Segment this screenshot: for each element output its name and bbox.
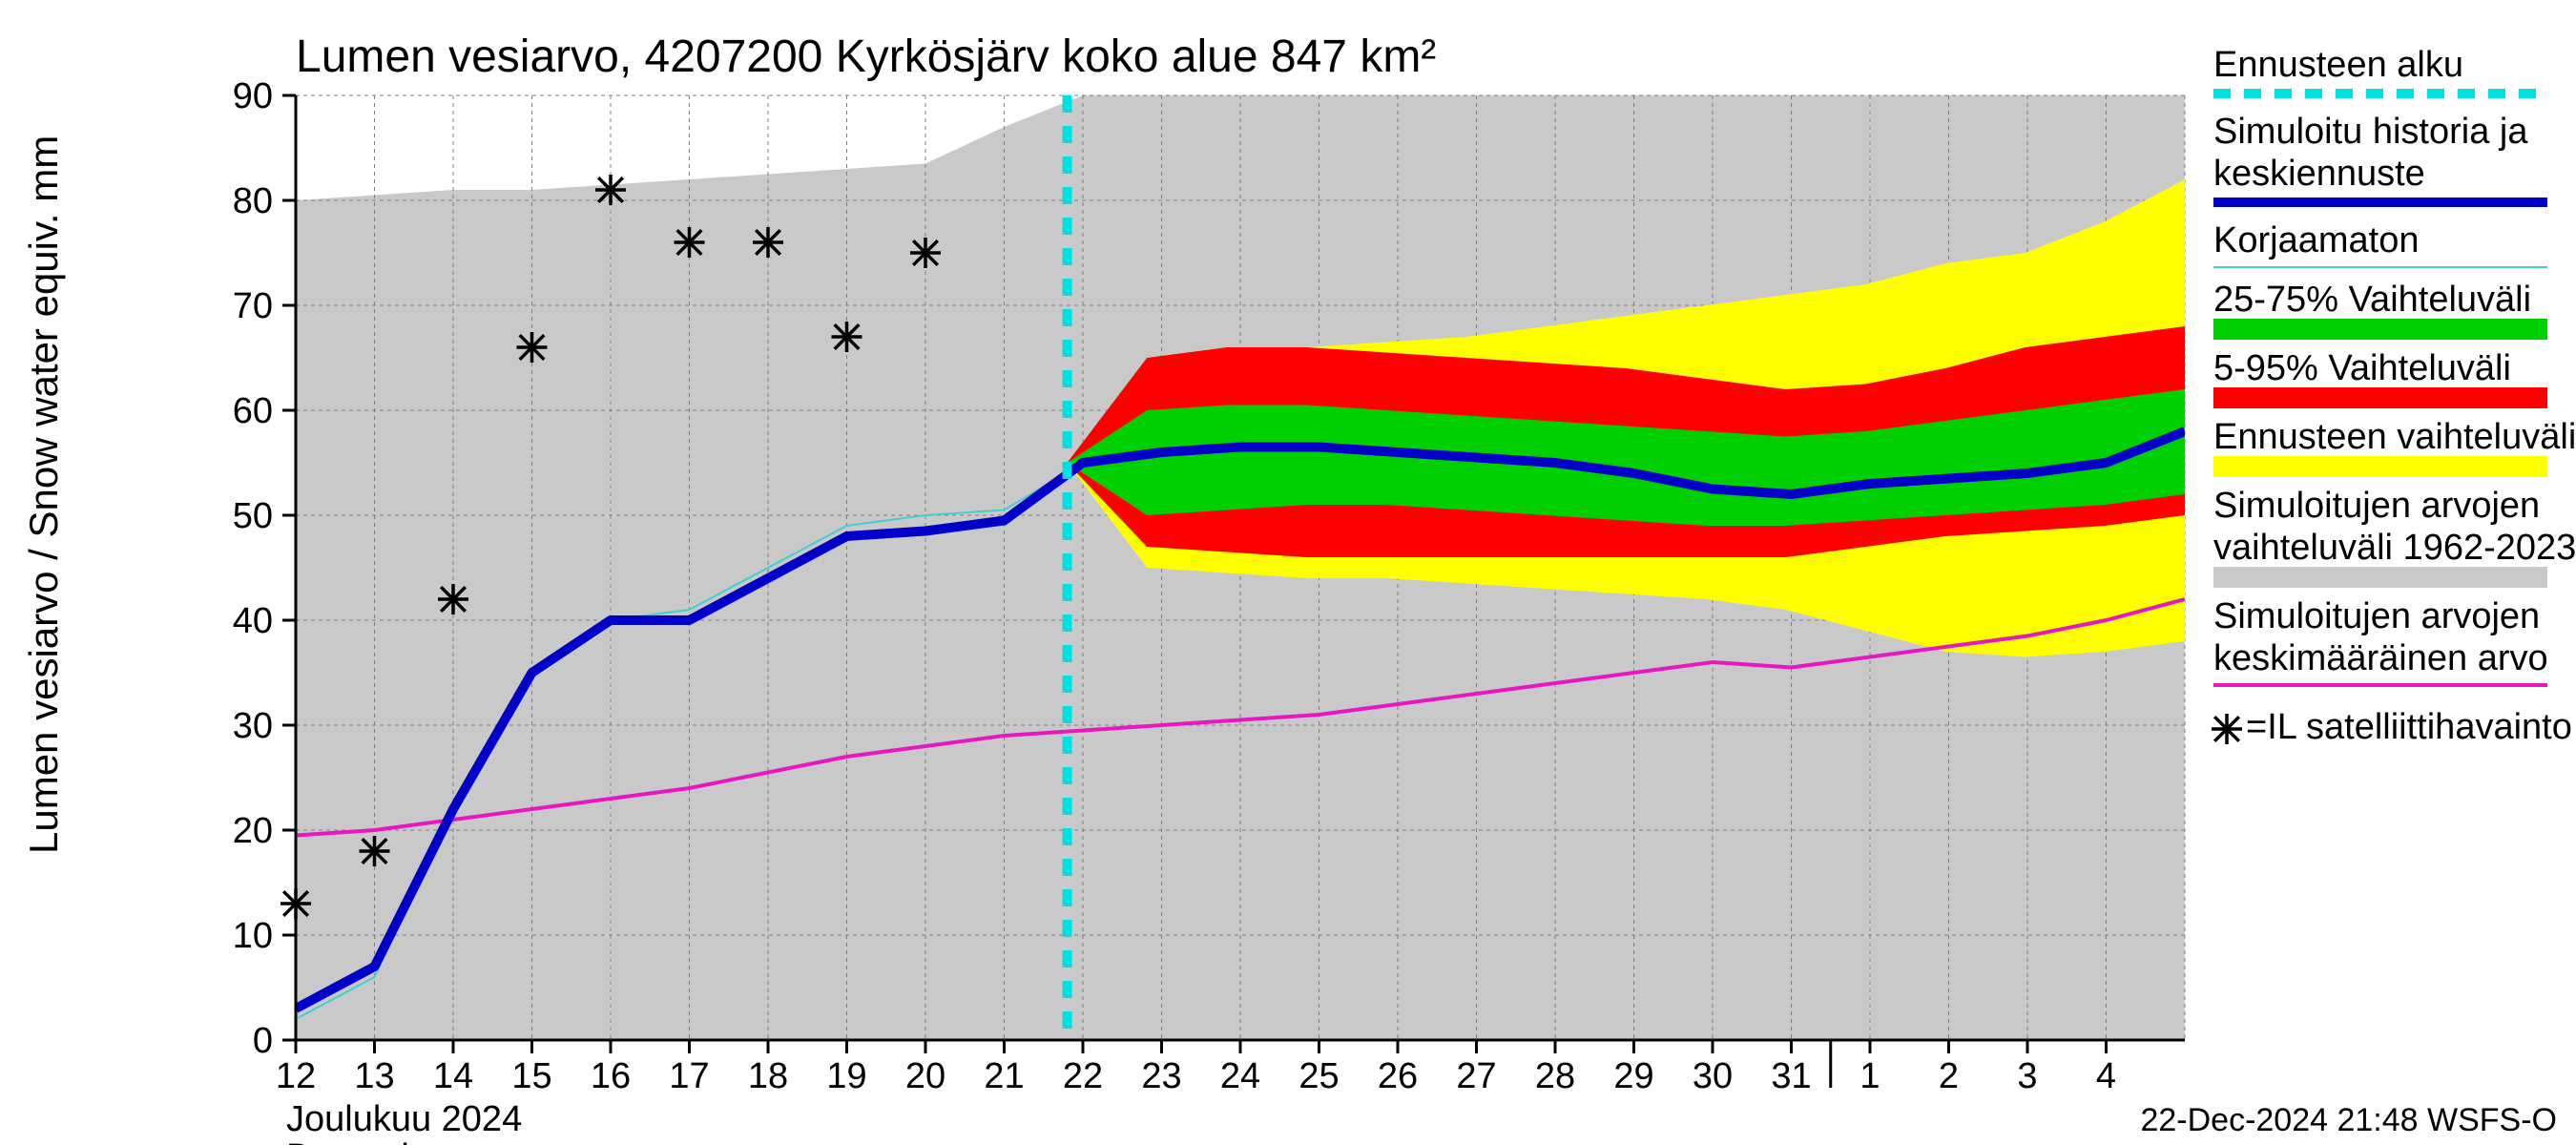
- xtick-label: 20: [905, 1056, 945, 1096]
- legend-swatch: [2213, 567, 2547, 588]
- legend-label: Korjaamaton: [2213, 220, 2419, 260]
- legend-swatch: [2213, 387, 2547, 408]
- ytick-label: 0: [253, 1021, 273, 1061]
- xtick-label: 3: [2017, 1056, 2037, 1096]
- legend-label: Simuloitujen arvojen: [2213, 486, 2540, 526]
- xtick-label: 31: [1771, 1056, 1811, 1096]
- ytick-label: 70: [233, 286, 273, 326]
- ytick-label: 50: [233, 496, 273, 536]
- xtick-label: 22: [1063, 1056, 1103, 1096]
- legend-label: Simuloitu historia ja: [2213, 112, 2528, 152]
- ytick-label: 80: [233, 181, 273, 221]
- footer-timestamp: 22-Dec-2024 21:48 WSFS-O: [2140, 1102, 2557, 1138]
- xtick-label: 24: [1220, 1056, 1260, 1096]
- y-axis-label: Lumen vesiarvo / Snow water equiv. mm: [21, 135, 66, 854]
- ytick-label: 90: [233, 76, 273, 116]
- xtick-label: 28: [1535, 1056, 1575, 1096]
- xtick-label: 23: [1141, 1056, 1181, 1096]
- chart-container: 0102030405060708090121314151617181920212…: [0, 0, 2576, 1145]
- satellite-marker: [910, 238, 941, 268]
- satellite-marker: [753, 227, 783, 258]
- legend-label: 5-95% Vaihteluväli: [2213, 348, 2511, 388]
- xtick-label: 27: [1456, 1056, 1496, 1096]
- legend-label: keskiennuste: [2213, 154, 2425, 194]
- xtick-label: 18: [748, 1056, 788, 1096]
- satellite-marker: [595, 175, 626, 205]
- legend-label: keskimääräinen arvo: [2213, 638, 2548, 678]
- legend-label: Ennusteen alku: [2213, 45, 2463, 85]
- xtick-label: 21: [984, 1056, 1024, 1096]
- xtick-label: 13: [354, 1056, 394, 1096]
- legend-swatch: [2213, 319, 2547, 340]
- ytick-label: 20: [233, 811, 273, 851]
- satellite-marker: [438, 584, 468, 614]
- satellite-marker: [832, 322, 862, 352]
- ytick-label: 30: [233, 706, 273, 746]
- xtick-label: 17: [669, 1056, 709, 1096]
- xtick-label: 2: [1939, 1056, 1959, 1096]
- legend-label: =IL satelliittihavainto: [2246, 707, 2572, 747]
- legend-label: vaihteluväli 1962-2023: [2213, 528, 2576, 568]
- satellite-marker: [675, 227, 705, 258]
- ytick-label: 40: [233, 601, 273, 641]
- ytick-label: 10: [233, 916, 273, 956]
- xtick-label: 15: [511, 1056, 551, 1096]
- xtick-label: 26: [1378, 1056, 1418, 1096]
- legend-swatch: [2213, 456, 2547, 477]
- chart-svg: 0102030405060708090121314151617181920212…: [0, 0, 2576, 1145]
- legend-label: Simuloitujen arvojen: [2213, 596, 2540, 636]
- xtick-label: 25: [1298, 1056, 1339, 1096]
- ytick-label: 60: [233, 391, 273, 431]
- legend-label: 25-75% Vaihteluväli: [2213, 280, 2531, 320]
- xtick-label: 29: [1613, 1056, 1653, 1096]
- xtick-label: 1: [1859, 1056, 1880, 1096]
- legend-label: Ennusteen vaihteluväli: [2213, 417, 2576, 457]
- satellite-marker: [517, 332, 548, 363]
- xtick-label: 14: [433, 1056, 473, 1096]
- month-label-en: December: [286, 1137, 454, 1145]
- xtick-label: 4: [2096, 1056, 2116, 1096]
- chart-title: Lumen vesiarvo, 4207200 Kyrkösjärv koko …: [296, 31, 1436, 82]
- xtick-label: 12: [276, 1056, 316, 1096]
- satellite-marker: [360, 836, 390, 866]
- xtick-label: 30: [1693, 1056, 1733, 1096]
- month-label-fi: Joulukuu 2024: [286, 1099, 522, 1139]
- xtick-label: 16: [591, 1056, 631, 1096]
- xtick-label: 19: [826, 1056, 866, 1096]
